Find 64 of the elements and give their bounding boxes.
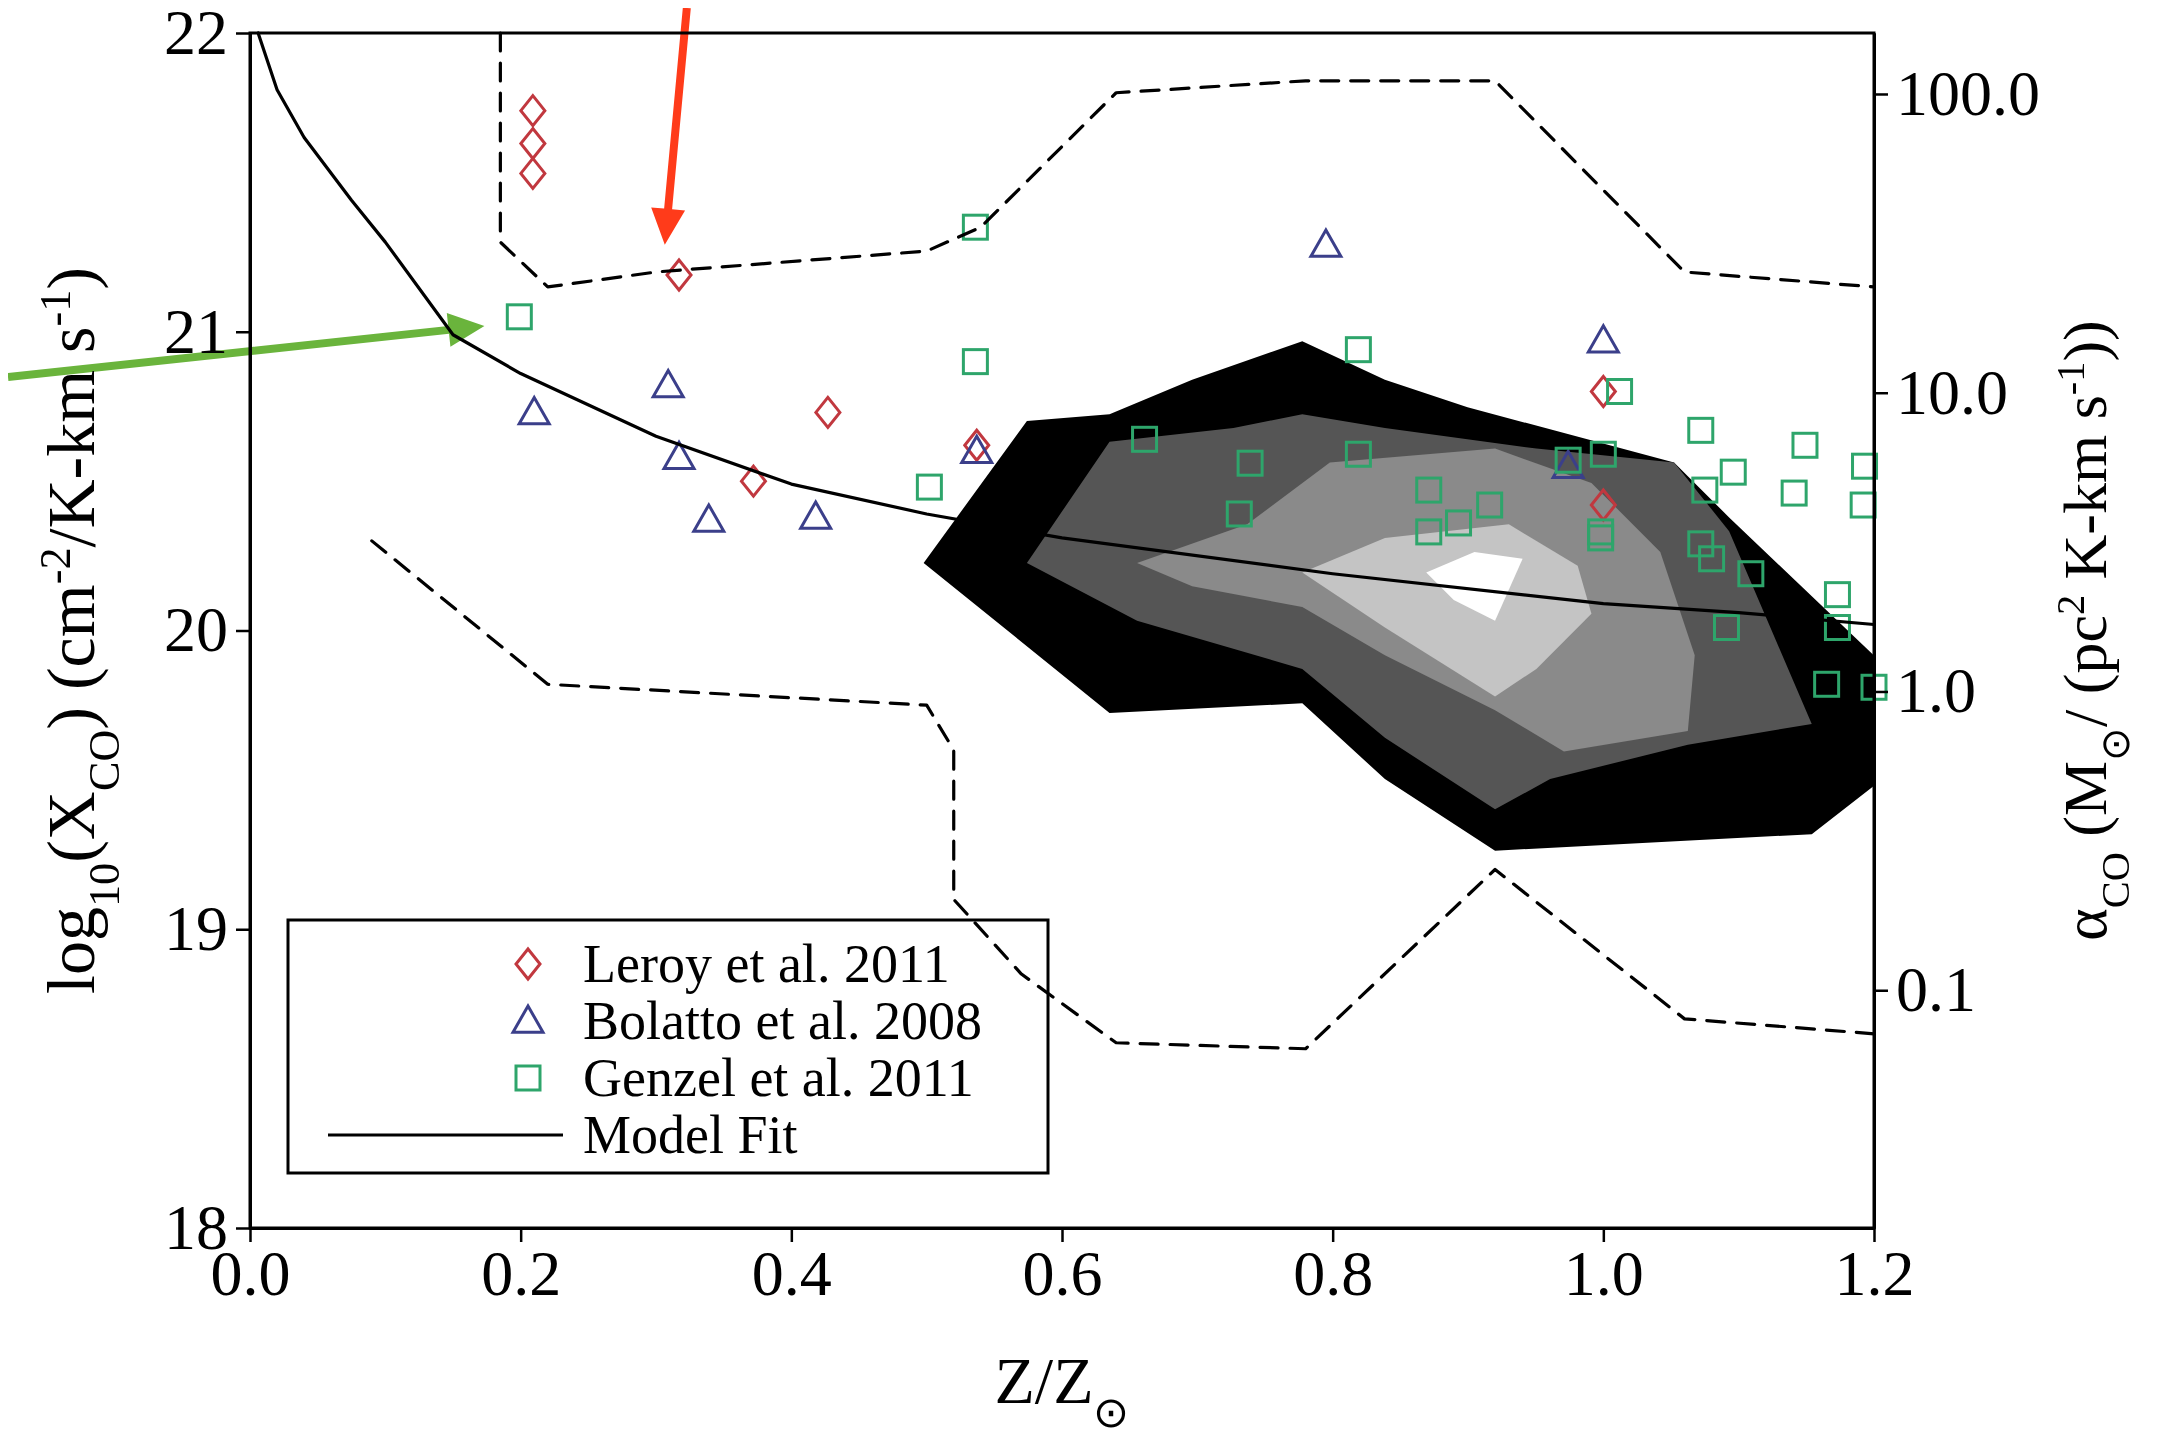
- point: [665, 258, 693, 292]
- point: [1698, 545, 1726, 573]
- legend-label: Genzel et al. 2011: [583, 1048, 974, 1108]
- point: [1823, 581, 1851, 609]
- legend-label: Model Fit: [583, 1105, 798, 1165]
- point: [1344, 440, 1372, 468]
- y-tick-label: 21: [164, 295, 228, 367]
- point: [1687, 530, 1715, 558]
- legend-label: Leroy et al. 2011: [583, 934, 950, 994]
- point: [1476, 491, 1504, 519]
- point: [1813, 670, 1841, 698]
- y2-tick-label: 10.0: [1896, 356, 2008, 428]
- point: [1712, 614, 1740, 642]
- point: [1606, 378, 1634, 405]
- point: [1445, 509, 1473, 537]
- point: [1851, 452, 1879, 480]
- point: [517, 395, 551, 426]
- point: [1719, 458, 1747, 486]
- point: [505, 303, 533, 331]
- point: [519, 127, 547, 161]
- point: [1587, 518, 1615, 546]
- point: [651, 369, 685, 399]
- point: [814, 395, 842, 429]
- point: [1589, 488, 1617, 522]
- point: [1849, 491, 1877, 519]
- point: [1587, 524, 1615, 552]
- point: [1415, 518, 1443, 546]
- x-tick-label: 0.6: [1022, 1238, 1103, 1310]
- point: [1586, 324, 1620, 354]
- point: [1309, 228, 1343, 258]
- y2-tick-label: 0.1: [1896, 954, 1976, 1026]
- x-tick-label: 0.4: [751, 1238, 832, 1310]
- point: [1687, 416, 1715, 444]
- point: [1823, 614, 1851, 642]
- y2-tick-label: 1.0: [1896, 655, 1976, 727]
- y-tick-label: 19: [164, 893, 228, 965]
- y-tick-label: 20: [164, 594, 228, 666]
- x-tick-label: 0.8: [1293, 1238, 1374, 1310]
- point: [519, 156, 547, 190]
- point: [1131, 425, 1159, 453]
- point: [1737, 560, 1765, 588]
- point: [960, 434, 994, 464]
- point: [1780, 479, 1808, 507]
- y2-tick-label: 100.0: [1896, 57, 2040, 129]
- point: [961, 213, 989, 241]
- point: [1344, 336, 1372, 364]
- point: [1225, 500, 1253, 528]
- point: [1589, 440, 1617, 468]
- x-tick-label: 1.2: [1834, 1238, 1915, 1310]
- x-tick-label: 1.0: [1563, 1238, 1644, 1310]
- point: [519, 94, 547, 128]
- point: [1860, 673, 1888, 701]
- point: [1236, 449, 1264, 477]
- point: [799, 500, 833, 530]
- y-tick-label: 22: [164, 0, 228, 68]
- point: [961, 348, 989, 376]
- point: [1691, 476, 1719, 504]
- point: [1791, 431, 1819, 459]
- point: [692, 503, 726, 533]
- point: [915, 473, 943, 501]
- x-tick-label: 0.2: [481, 1238, 562, 1310]
- x-axis-title: Z/Z$_{⊙}$: [994, 1344, 1130, 1430]
- point: [1415, 476, 1443, 504]
- point: [963, 428, 991, 462]
